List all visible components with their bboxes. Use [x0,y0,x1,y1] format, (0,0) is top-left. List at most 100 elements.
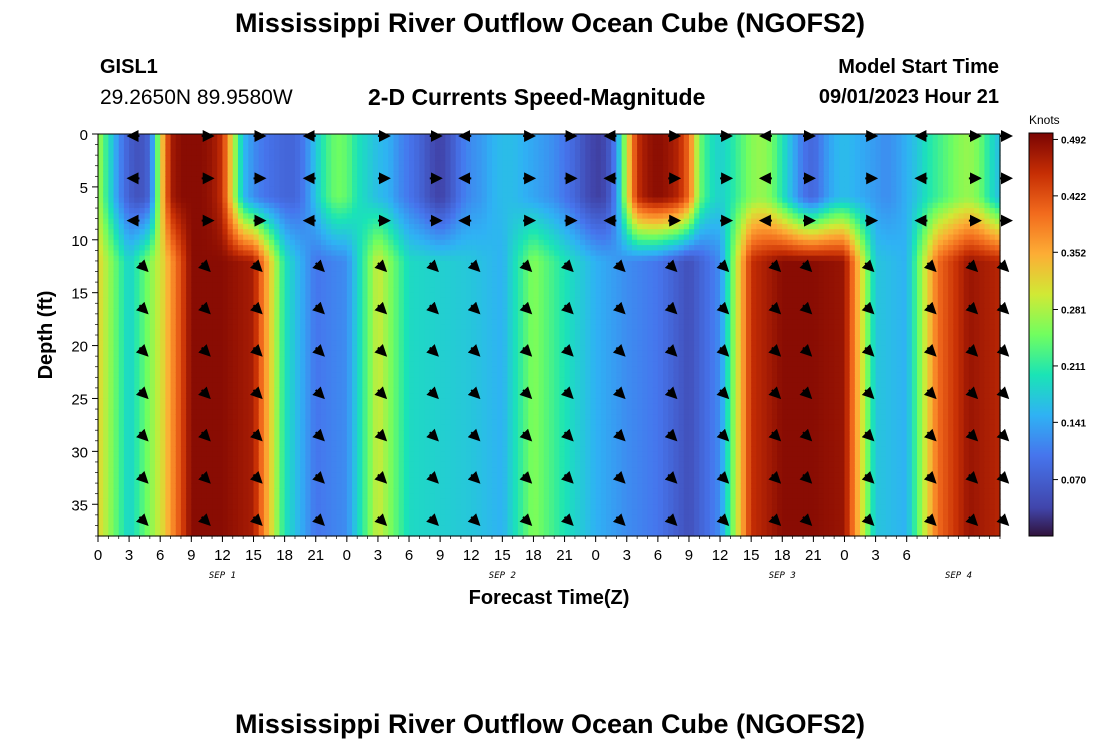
heatmap-cell [274,451,281,458]
heatmap-cell [429,271,436,278]
heatmap-cell [227,424,234,431]
heatmap-cell [139,297,146,304]
heatmap-cell [212,186,218,193]
heatmap-cell [170,509,177,516]
heatmap-cell [315,440,322,447]
heatmap-cell [243,483,249,489]
heatmap-cell [398,144,405,151]
heatmap-cell [331,260,338,267]
heatmap-cell [134,504,141,511]
heatmap-cell [398,366,405,373]
heatmap-cell [98,192,104,199]
heatmap-cell [248,239,255,246]
heatmap-cell [362,308,369,315]
heatmap-cell [284,171,291,177]
heatmap-cell [155,297,161,304]
heatmap-cell [352,324,358,331]
heatmap-cell [196,509,203,516]
heatmap-cell [232,218,239,225]
heatmap-cell [310,250,317,257]
heatmap-cell [414,134,420,140]
heatmap-cell [300,387,306,394]
heatmap-cell [300,451,306,458]
heatmap-cell [367,218,374,225]
heatmap-cell [310,292,317,299]
heatmap-cell [165,461,172,468]
heatmap-cell [429,255,436,262]
heatmap-cell [289,255,296,262]
heatmap-cell [274,461,281,468]
heatmap-cell [206,361,213,368]
heatmap-cell [336,398,343,405]
heatmap-cell [383,324,389,331]
heatmap-cell [222,324,229,331]
heatmap-cell [129,504,135,511]
heatmap-cell [123,451,130,458]
heatmap-cell [341,297,348,304]
model-start-time-label: Model Start Time [838,56,999,78]
heatmap-cell [341,287,348,294]
heatmap-cell [191,319,198,326]
heatmap-cell [398,229,405,236]
heatmap-cell [155,520,161,527]
heatmap-cell [237,171,244,177]
heatmap-cell [232,483,239,489]
heatmap-cell [118,393,125,400]
heatmap-cell [149,483,156,489]
heatmap-cell [175,303,182,310]
heatmap-cell [326,192,332,199]
heatmap-cell [409,345,415,352]
heatmap-cell [144,451,151,458]
heatmap-cell [129,208,135,214]
heatmap-cell [160,171,166,177]
heatmap-cell [274,181,281,188]
heatmap-cell [196,382,203,389]
heatmap-cell [134,297,141,304]
heatmap-cell [118,176,125,183]
heatmap-cell [212,398,218,405]
heatmap-cell [331,488,338,495]
heatmap-cell [305,409,312,415]
heatmap-cell [155,440,161,447]
heatmap-cell [388,229,395,236]
heatmap-cell [352,414,358,421]
heatmap-cell [367,139,374,146]
heatmap-cell [372,250,379,257]
heatmap-cell [243,345,249,352]
heatmap-cell [419,149,426,156]
heatmap-cell [398,255,405,262]
heatmap-cell [429,409,436,415]
heatmap-cell [103,181,109,188]
heatmap-cell [201,366,208,373]
heatmap-cell [206,303,213,310]
heatmap-cell [398,504,405,511]
heatmap-cell [129,276,135,283]
heatmap-cell [294,440,301,447]
heatmap-cell [409,239,415,246]
heatmap-cell [186,176,192,183]
heatmap-cell [253,239,260,246]
heatmap-cell [222,255,229,262]
heatmap-cell [263,276,270,283]
heatmap-cell [419,250,426,257]
heatmap-cell [191,435,198,442]
heatmap-cell [139,223,146,230]
heatmap-cell [377,483,384,489]
heatmap-cell [289,186,296,193]
heatmap-cell [129,329,135,336]
heatmap-cell [409,276,415,283]
heatmap-cell [108,223,115,230]
heatmap-cell [134,456,141,463]
heatmap-cell [274,493,281,500]
heatmap-cell [429,229,436,236]
heatmap-cell [398,218,405,225]
heatmap-cell [180,155,187,162]
heatmap-cell [165,340,172,347]
heatmap-cell [377,403,384,410]
heatmap-cell [253,372,260,378]
heatmap-cell [424,324,431,331]
heatmap-cell [403,340,410,347]
heatmap-cell [175,160,182,167]
heatmap-cell [269,377,275,384]
heatmap-cell [134,498,141,505]
